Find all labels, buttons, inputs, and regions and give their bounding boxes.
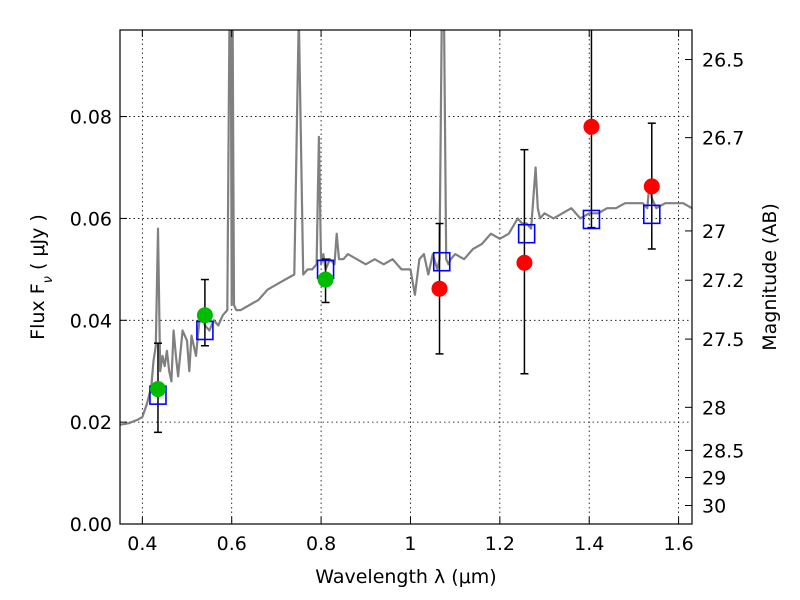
mag-tick-label: 26.5 [702, 50, 744, 72]
grid [120, 30, 692, 524]
blue-square-point [582, 209, 601, 230]
mag-tick-label: 30 [702, 496, 726, 518]
spectrum-line [120, 30, 692, 426]
mag-tick-label: 28 [702, 397, 726, 419]
x-tick-label: 0.6 [217, 533, 247, 555]
x-tick-label: 0.4 [127, 533, 157, 555]
series-layer [120, 30, 692, 434]
green-points-point [317, 271, 334, 288]
x-tick-label: 1 [404, 533, 416, 555]
ticks: 0.4 0.6 0.8 1 1.2 1.4 1.6 0.00 0.02 0.04 0.06 0.08 2… [70, 30, 744, 555]
mag-tick-label: 29 [702, 468, 726, 490]
blue-square-point [432, 251, 451, 272]
y2-axis-label: Magnitude (AB) [759, 203, 781, 351]
mag-tick-label: 27.2 [702, 270, 744, 292]
y-tick-label: 0.00 [70, 514, 112, 536]
mag-tick-label: 26.7 [702, 128, 744, 150]
y-tick-label: 0.06 [70, 208, 112, 230]
x-tick-label: 1.2 [485, 533, 515, 555]
y-tick-label: 0.08 [70, 107, 112, 129]
red-points-point [643, 178, 660, 195]
x-axis-label: Wavelength λ (μm) [315, 566, 496, 588]
y-axis-label: Flux Fν ( μJy ) [27, 214, 56, 340]
x-tick-label: 1.6 [663, 533, 693, 555]
blue-square-point [517, 223, 536, 244]
y-tick-label: 0.02 [70, 412, 112, 434]
mag-tick-label: 27.5 [702, 329, 744, 351]
y-axis-label-unit: ( μJy ) [27, 214, 49, 276]
red-points-point [431, 280, 448, 297]
blue-square-point [642, 204, 661, 225]
mag-tick-label: 27 [702, 221, 726, 243]
green-points-point [149, 381, 166, 398]
y-axis-label-subscript: ν [41, 276, 56, 283]
x-tick-label: 0.8 [306, 533, 336, 555]
red-points-point [583, 118, 600, 135]
y-tick-label: 0.04 [70, 310, 112, 332]
x-tick-label: 1.4 [574, 533, 604, 555]
mag-tick-label: 28.5 [702, 440, 744, 462]
y-axis-label-main: Flux F [27, 283, 49, 339]
red-points-point [516, 254, 533, 271]
green-points-point [196, 307, 213, 324]
plot-frame [119, 29, 693, 525]
